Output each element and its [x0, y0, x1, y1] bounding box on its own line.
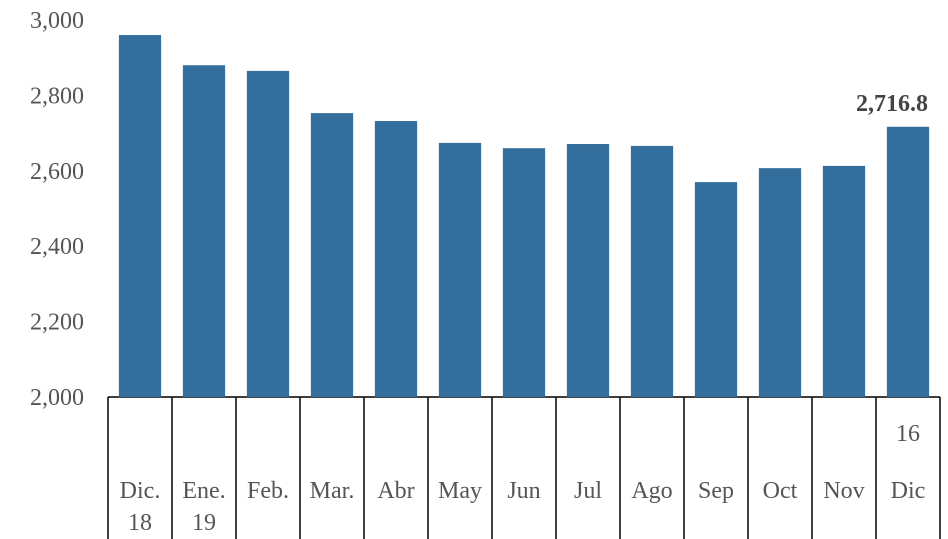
bar — [118, 35, 162, 397]
y-tick-label: 2,000 — [30, 385, 84, 411]
x-tick-label: 18 — [128, 510, 152, 536]
bar — [310, 113, 354, 397]
bar — [182, 65, 226, 398]
x-tick-label: Abr — [377, 478, 414, 504]
y-tick-label: 2,400 — [30, 234, 84, 260]
y-tick-label: 2,800 — [30, 83, 84, 109]
bar — [246, 70, 290, 398]
y-tick-label: 3,000 — [30, 8, 84, 34]
x-tick-label: Oct — [763, 478, 798, 504]
x-tick-label: Ene. — [182, 478, 225, 504]
bar — [886, 126, 930, 397]
bar — [758, 168, 802, 397]
bar — [566, 144, 610, 397]
x-tick-label: Mar. — [310, 478, 355, 504]
y-tick-label: 2,200 — [30, 310, 84, 336]
x-tick-label: May — [438, 478, 482, 504]
x-tick-label: Dic. — [120, 478, 161, 504]
bar — [502, 148, 546, 397]
bar — [822, 165, 866, 397]
x-tick-label: Sep — [698, 478, 734, 504]
bar — [694, 182, 738, 397]
x-tick-label: Jul — [574, 478, 602, 504]
bar — [438, 142, 482, 397]
x-tick-label: Feb. — [247, 478, 289, 504]
x-tick-label: Jun — [507, 478, 540, 504]
x-tick-label: 19 — [192, 510, 216, 536]
x-tick-label: Ago — [631, 478, 672, 504]
y-tick-label: 2,600 — [30, 159, 84, 185]
bar — [630, 145, 674, 397]
x-tick-label: Dic — [891, 478, 926, 504]
bar — [374, 121, 418, 397]
x-tick-label: 16 — [896, 421, 920, 447]
x-tick-label: Nov — [823, 478, 864, 504]
data-label: 2,716.8 — [856, 91, 928, 117]
